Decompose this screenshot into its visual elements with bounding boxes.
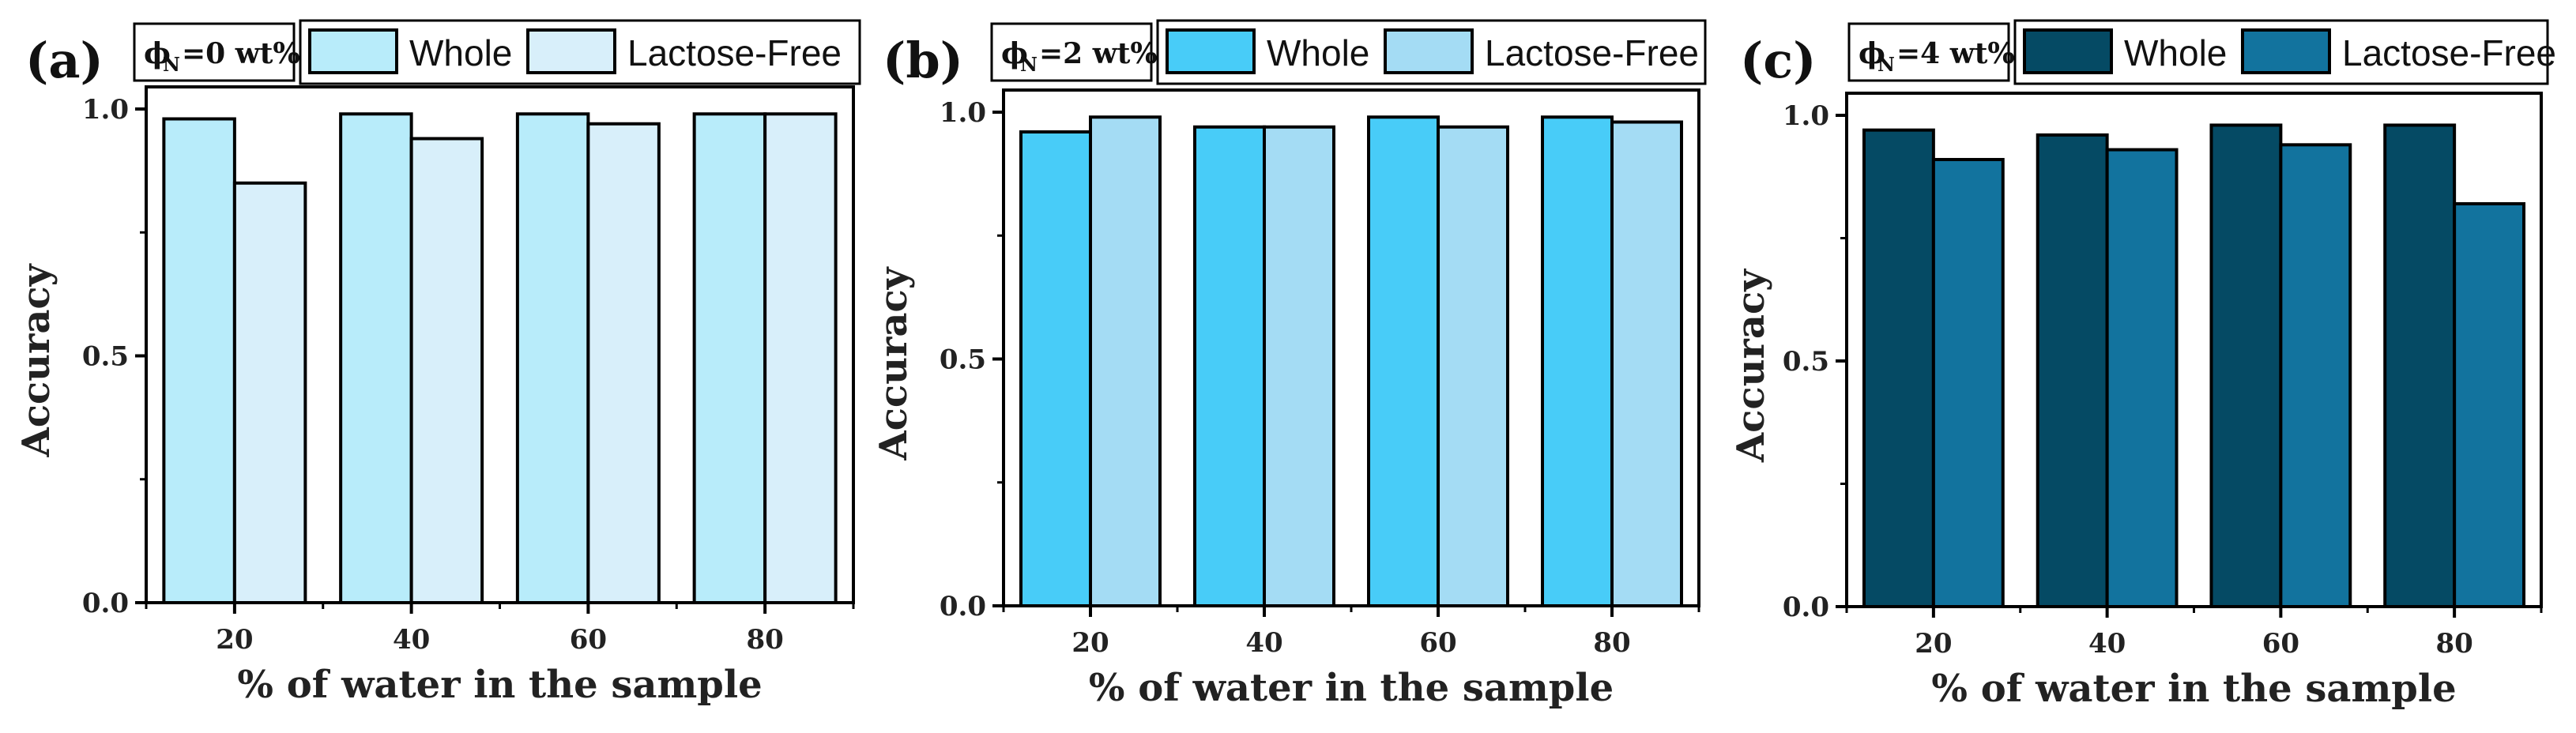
legend-swatch-lactose-free xyxy=(526,28,616,74)
bar-whole-40 xyxy=(339,112,413,604)
bar-lactose-free-60 xyxy=(586,122,661,604)
chart-panel-a: 0.0 0.5 1.0 20 40 60 80 % of water in the sampl… xyxy=(14,19,861,707)
phi-symbol: ϕ xyxy=(1001,37,1028,70)
phi-subscript: N xyxy=(1020,53,1038,76)
phi-subscript: N xyxy=(1877,53,1895,76)
legend-label: Whole xyxy=(1267,32,1369,73)
x-tick-label: 80 xyxy=(2435,628,2472,660)
legend-label: Lactose-Free xyxy=(627,32,842,73)
bar-whole-60 xyxy=(515,112,590,604)
y-tick-label: 0.0 xyxy=(1783,592,1829,623)
bar-whole-20 xyxy=(162,117,236,604)
bar-whole-40 xyxy=(1193,125,1266,607)
y-tick-label: 1.0 xyxy=(82,94,129,126)
y-tick-label: 0.5 xyxy=(940,344,986,376)
bar-lactose-free-60 xyxy=(2279,143,2352,608)
y-axis-title: Accuracy xyxy=(872,265,916,460)
legend-label: Whole xyxy=(2124,32,2227,73)
chart-panel-c: 0.0 0.5 1.0 20 40 60 80 % of water in the sampl… xyxy=(1729,19,2556,711)
y-axis-title: Accuracy xyxy=(14,262,58,457)
legend-swatch-whole xyxy=(1166,28,1256,74)
bar-lactose-free-40 xyxy=(2105,148,2179,609)
x-axis-title: % of water in the sample xyxy=(1931,667,2456,711)
y-tick-label: 0.0 xyxy=(82,588,129,619)
annotation-text: =0 wt% xyxy=(182,37,300,70)
legend-swatch-lactose-free xyxy=(2241,28,2331,74)
x-tick-label: 40 xyxy=(393,624,430,656)
x-tick-label: 20 xyxy=(1915,628,1952,660)
annotation-text: =2 wt% xyxy=(1039,37,1158,70)
bar-lactose-free-80 xyxy=(1610,120,1683,607)
annotation-box xyxy=(1847,22,2010,82)
legend-label: Lactose-Free xyxy=(1485,32,1699,73)
legend-label: Whole xyxy=(409,32,512,73)
bar-whole-20 xyxy=(1862,128,1935,609)
bar-lactose-free-80 xyxy=(763,112,838,604)
x-axis-title: % of water in the sample xyxy=(237,663,762,707)
bar-lactose-free-20 xyxy=(1089,115,1162,607)
legend-swatch-whole xyxy=(308,28,398,74)
x-tick-label: 40 xyxy=(1245,627,1282,659)
bar-whole-80 xyxy=(2383,123,2457,608)
x-tick-label: 60 xyxy=(2262,628,2299,660)
bar-whole-80 xyxy=(1541,115,1614,607)
bar-whole-20 xyxy=(1019,130,1092,607)
bar-whole-80 xyxy=(692,112,767,604)
x-tick-label: 80 xyxy=(746,624,783,656)
bar-whole-60 xyxy=(1367,115,1440,607)
annotation-text: =4 wt% xyxy=(1896,37,2015,70)
bar-whole-40 xyxy=(2036,133,2109,608)
bar-whole-60 xyxy=(2209,123,2283,608)
panel-label: (b) xyxy=(883,32,963,89)
y-tick-label: 0.0 xyxy=(940,591,986,622)
phi-symbol: ϕ xyxy=(144,37,171,70)
y-tick-label: 0.5 xyxy=(82,341,129,373)
x-tick-label: 40 xyxy=(2088,628,2126,660)
x-tick-label: 60 xyxy=(570,624,607,656)
x-axis-title: % of water in the sample xyxy=(1089,666,1614,710)
x-tick-label: 20 xyxy=(216,624,253,656)
phi-subscript: N xyxy=(163,53,180,76)
bar-lactose-free-60 xyxy=(1437,125,1509,607)
legend-label: Lactose-Free xyxy=(2342,32,2556,73)
bar-lactose-free-40 xyxy=(1263,125,1335,607)
x-tick-label: 20 xyxy=(1071,627,1109,659)
legend-swatch-whole xyxy=(2023,28,2113,74)
bar-lactose-free-20 xyxy=(1931,157,2005,609)
legend-swatch-lactose-free xyxy=(1384,28,1474,74)
chart-panel-b: 0.0 0.5 1.0 20 40 60 80 % of water in the sampl… xyxy=(872,19,1707,710)
x-tick-label: 60 xyxy=(1419,627,1456,659)
y-tick-label: 1.0 xyxy=(1783,100,1829,132)
panel-label: (c) xyxy=(1740,32,1816,89)
bar-lactose-free-40 xyxy=(409,137,484,604)
x-tick-label: 80 xyxy=(1593,627,1630,659)
phi-symbol: ϕ xyxy=(1859,37,1885,70)
bar-lactose-free-20 xyxy=(232,181,307,604)
y-tick-label: 0.5 xyxy=(1783,346,1829,378)
y-axis-title: Accuracy xyxy=(1729,268,1773,463)
panel-label: (a) xyxy=(25,32,104,89)
annotation-box xyxy=(133,22,296,82)
bar-lactose-free-80 xyxy=(2453,201,2526,608)
annotation-box xyxy=(990,22,1153,82)
y-tick-label: 1.0 xyxy=(940,97,986,129)
